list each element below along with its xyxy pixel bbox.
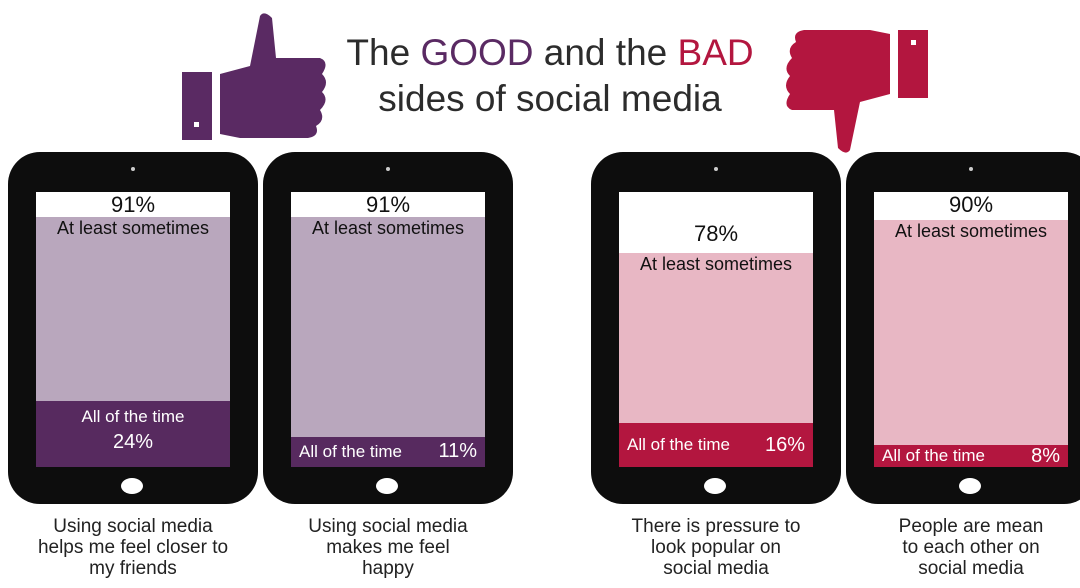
at-least-sometimes-label: At least sometimes [894,220,1048,241]
at-least-sometimes-label: At least sometimes [311,217,465,238]
phone-4: 90% At least sometimes All of the time 8% [846,152,1080,504]
all-of-the-time-label: All of the time [81,407,185,426]
caption-line: social media [918,558,1024,579]
caption-line: to each other on [902,537,1040,558]
caption-line: There is pressure to [631,516,801,537]
all-of-the-time-bar: All of the time 24% [36,401,230,467]
phone-caption: People are mean to each other on social me… [846,516,1080,579]
at-least-sometimes-value: 78% [693,220,739,246]
caption-line: makes me feel [326,537,450,558]
home-button [376,478,398,494]
title-line-2: sides of social media [378,78,722,119]
chart-title: The GOOD and the BAD sides of social med… [330,30,770,122]
phone-1: 91% At least sometimes All of the time 24% [8,152,258,504]
all-of-the-time-group: All of the time 8% [874,445,1068,467]
thumbs-up-icon [182,13,326,140]
phone-screen: 78% At least sometimes All of the time 16% [619,192,813,467]
camera-dot [969,167,973,171]
phone-3: 78% At least sometimes All of the time 16% [591,152,841,504]
caption-line: Using social media [308,516,468,537]
at-least-sometimes-value: 91% [110,192,156,217]
phone-screen: 91% At least sometimes All of the time 24% [36,192,230,467]
at-least-sometimes-bar: At least sometimes [291,216,485,437]
home-button [704,478,726,494]
all-of-the-time-group: All of the time 16% [619,423,813,467]
caption-line: social media [663,558,769,579]
at-least-sometimes-value: 90% [948,192,994,217]
home-button [959,478,981,494]
phone-2: 91% At least sometimes All of the time 11% [263,152,513,504]
phone-caption: Using social media helps me feel closer t… [8,516,258,579]
at-least-sometimes-value: 91% [365,192,411,217]
title-good: GOOD [420,32,534,73]
caption-line: my friends [89,558,177,579]
caption-line: look popular on [651,537,781,558]
all-of-the-time-value: 16% [764,433,805,456]
all-of-the-time-label: All of the time [627,435,730,454]
caption-line: Using social media [53,516,213,537]
at-least-sometimes-bar: At least sometimes [619,252,813,423]
at-least-sometimes-label: At least sometimes [639,253,793,274]
camera-dot [714,167,718,171]
camera-dot [131,167,135,171]
phone-screen: 90% At least sometimes All of the time 8% [874,192,1068,467]
phone-caption: Using social media makes me feel happy [263,516,513,579]
all-of-the-time-group: All of the time 24% [36,405,230,455]
all-of-the-time-value: 24% [112,431,154,453]
phone-screen: 91% At least sometimes All of the time 11% [291,192,485,467]
all-of-the-time-group: All of the time 11% [291,437,485,467]
caption-line: People are mean [898,516,1044,537]
all-of-the-time-bar: All of the time 11% [291,436,485,467]
at-least-sometimes-bar: At least sometimes [874,219,1068,445]
phone-caption: There is pressure to look popular on socia… [591,516,841,579]
all-of-the-time-label: All of the time [299,441,402,461]
all-of-the-time-label: All of the time [882,446,985,465]
at-least-sometimes-bar: At least sometimes [36,216,230,401]
all-of-the-time-value: 8% [1031,444,1060,467]
camera-dot [386,167,390,171]
at-least-sometimes-label: At least sometimes [56,217,210,238]
caption-line: helps me feel closer to [37,537,229,558]
title-bad: BAD [677,32,754,73]
caption-line: happy [362,558,414,579]
home-button [121,478,143,494]
thumbs-down-icon [786,30,928,153]
all-of-the-time-bar: All of the time 16% [619,423,813,467]
all-of-the-time-bar: All of the time 8% [874,445,1068,467]
all-of-the-time-value: 11% [438,440,477,463]
title-line-1: The GOOD and the BAD [346,32,754,73]
